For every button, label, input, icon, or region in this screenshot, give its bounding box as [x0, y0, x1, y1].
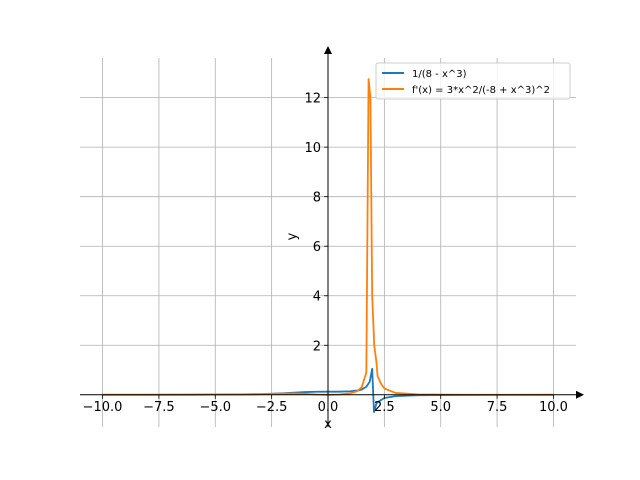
- x-tick-label: 7.5: [487, 400, 508, 415]
- y-tick-label: 2: [313, 339, 321, 354]
- legend-frame: [375, 62, 571, 100]
- x-tick-label: −2.5: [256, 400, 288, 415]
- axes: [80, 46, 584, 427]
- series-layer: [102, 78, 554, 414]
- y-axis-label: y: [285, 232, 300, 240]
- legend: 1/(8 - x^3) f'(x) = 3*x^2/(-8 + x^3)^2: [375, 62, 571, 100]
- y-tick-label: 8: [313, 191, 321, 206]
- x-tick-label: 2.5: [374, 400, 395, 415]
- x-tick-label: 0.0: [318, 400, 339, 415]
- x-tick-label: −10.0: [83, 400, 123, 415]
- x-axis-label: x: [324, 417, 332, 432]
- legend-entry-series-2: f'(x) = 3*x^2/(-8 + x^3)^2: [412, 85, 550, 96]
- x-axis-arrow: [576, 390, 584, 399]
- y-tick-label: 12: [304, 92, 321, 107]
- legend-entry-series-1: 1/(8 - x^3): [412, 69, 467, 80]
- x-tick-label: 10.0: [539, 400, 568, 415]
- x-tick-label: −7.5: [143, 400, 175, 415]
- y-axis-arrow: [324, 46, 332, 54]
- y-tick-label: 10: [304, 141, 321, 156]
- y-tick-label: 4: [313, 290, 321, 305]
- x-tick-label: 5.0: [430, 400, 451, 415]
- tick-labels: −10.0 −7.5 −5.0 −2.5 0.0 2.5 5.0 7.5 10.0 2 4 6 8 10 1…: [83, 92, 568, 415]
- y-tick-label: 6: [313, 240, 321, 255]
- series-line-2: [102, 78, 554, 396]
- x-tick-label: −5.0: [199, 400, 231, 415]
